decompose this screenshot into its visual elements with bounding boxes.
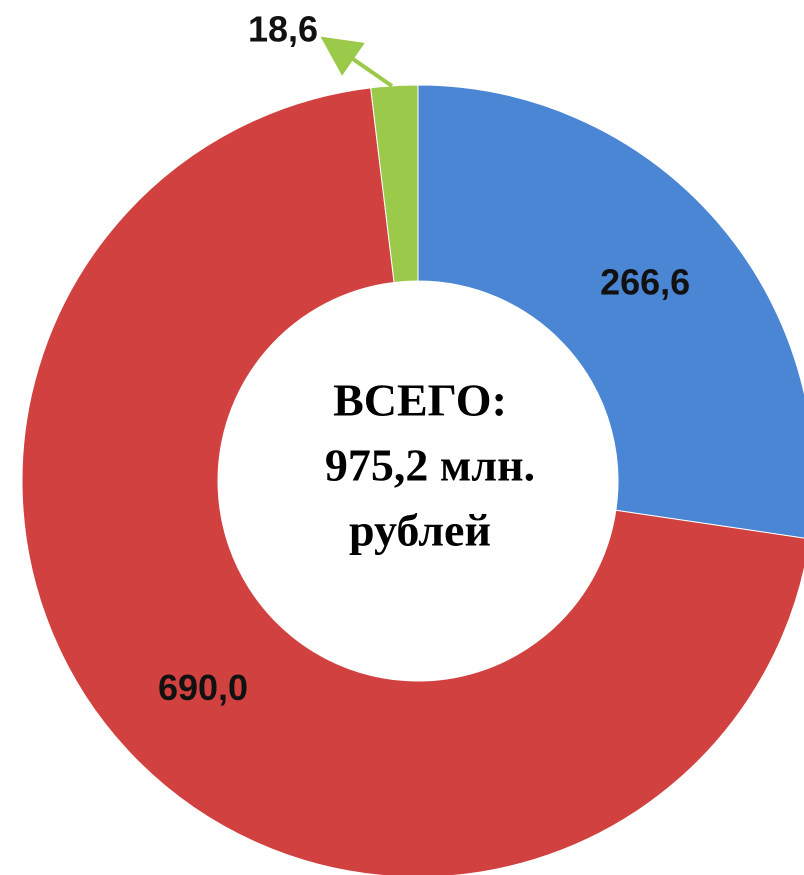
center-text: 975,2 млн. [325,440,535,491]
donut-slice [417,84,804,539]
data-label: 266,6 [600,262,690,303]
donut-slice [370,84,419,283]
center-text: ВСЕГО: [333,375,507,426]
data-label: 690,0 [158,667,248,708]
leader-line [320,36,394,88]
center-text: рублей [349,505,491,556]
donut-slice [21,87,804,875]
data-label: 18,6 [248,9,318,50]
